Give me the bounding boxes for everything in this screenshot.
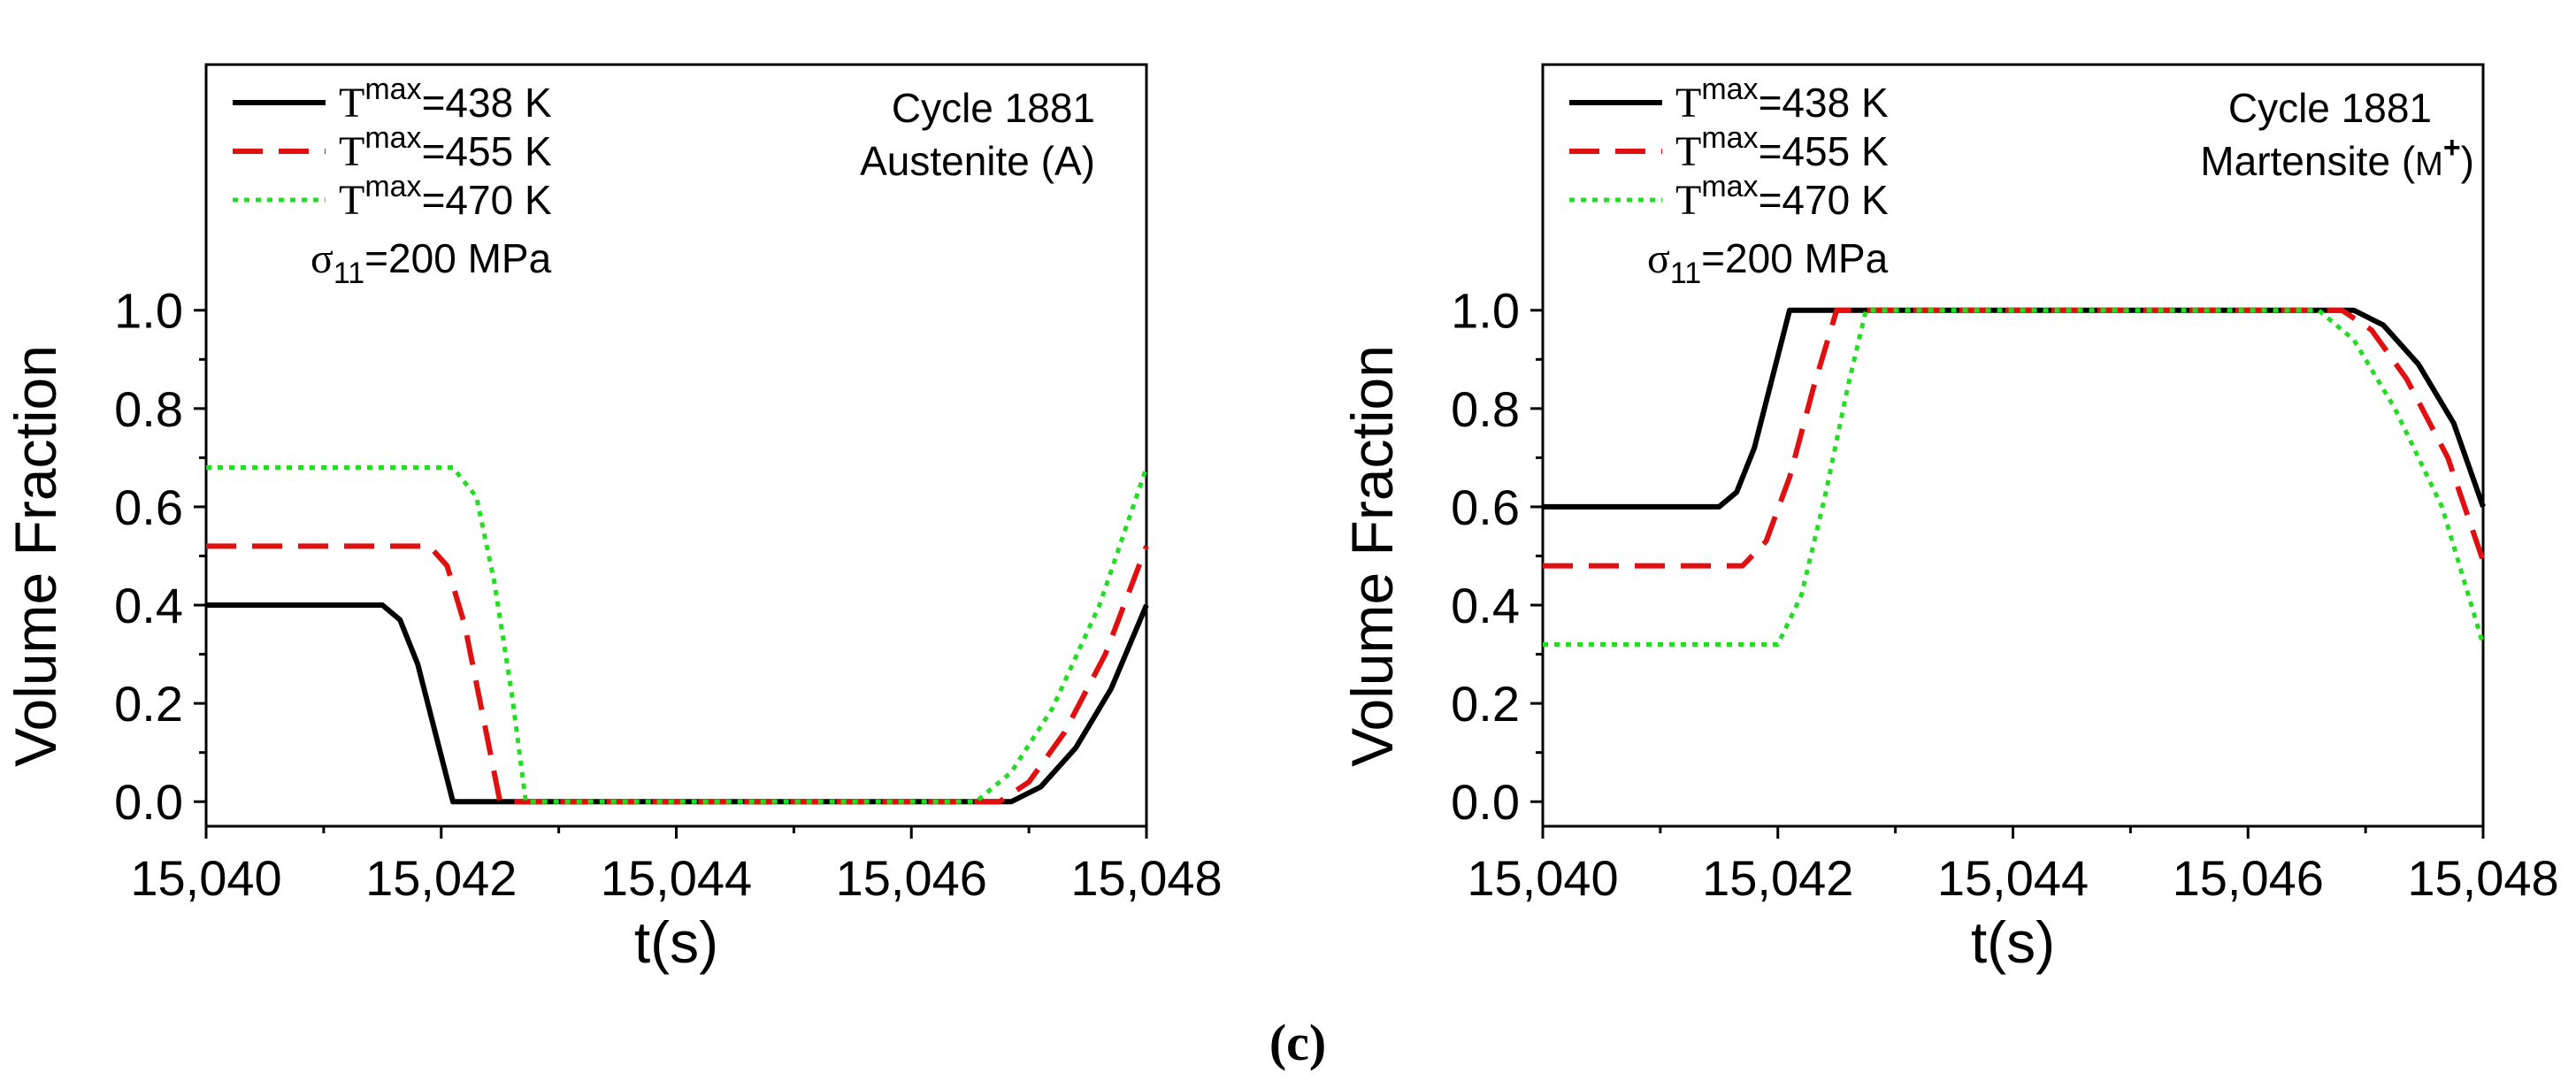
x-tick-label: 15,044 xyxy=(1937,850,2089,906)
phase-close: ) xyxy=(2461,138,2474,184)
phase-superscript: + xyxy=(2443,131,2461,165)
series-line-2 xyxy=(206,543,1149,805)
x-tick-label: 15,042 xyxy=(1702,850,1853,906)
series-line-3 xyxy=(206,465,1149,804)
legend-value: =438 K xyxy=(1759,80,1889,126)
legend-label-3: Tmax=470 K xyxy=(339,170,552,224)
legend-label-1: Tmax=438 K xyxy=(1675,73,1889,126)
x-tick-label: 15,040 xyxy=(130,850,281,906)
stress-label: σ11=200 MPa xyxy=(1647,235,1889,290)
stress-label: σ11=200 MPa xyxy=(310,235,552,290)
series-line-1 xyxy=(1543,307,2486,510)
y-tick-label: 0.8 xyxy=(114,381,183,437)
x-tick-label: 15,040 xyxy=(1467,850,1618,906)
y-tick-label: 0.4 xyxy=(114,578,183,633)
chart-panel-2: 15,040 15,042 15,044 15,046 15,048 0.0 0.2 0.4 0… xyxy=(1339,63,2559,975)
legend-value: =455 K xyxy=(1759,128,1889,174)
legend-superscript: max xyxy=(364,170,421,203)
legend-symbol: T xyxy=(1675,128,1701,175)
phase-annotation: Austenite (A) xyxy=(860,138,1095,184)
legend-label-2: Tmax=455 K xyxy=(339,121,552,175)
y-tick-label: 0.8 xyxy=(1451,381,1520,437)
y-axis-title: Volume Fraction xyxy=(1339,345,1405,767)
stress-symbol: σ xyxy=(310,235,334,282)
legend-symbol: T xyxy=(339,128,364,175)
legend-symbol: T xyxy=(339,80,364,126)
y-tick-label: 0.0 xyxy=(114,774,183,830)
stress-value: =200 MPa xyxy=(1701,235,1888,281)
x-axis-title: t(s) xyxy=(634,909,718,975)
series-line-3 xyxy=(1543,308,2486,647)
x-tick-label: 15,044 xyxy=(601,850,752,906)
x-axis-title: t(s) xyxy=(1971,909,2055,975)
phase-name: Martensite ( xyxy=(2200,138,2416,184)
series-line-1 xyxy=(206,602,1149,805)
y-tick-label: 0.2 xyxy=(114,676,183,732)
legend-label-3: Tmax=470 K xyxy=(1675,170,1889,224)
y-tick-label: 1.0 xyxy=(114,283,183,339)
y-tick-label: 0.2 xyxy=(1451,676,1520,732)
y-tick-label: 0.4 xyxy=(1451,578,1520,633)
stress-value: =200 MPa xyxy=(364,235,551,281)
chart-panels: 15,040 15,042 15,044 15,046 15,048 0.0 0.2 0.4 0… xyxy=(3,63,2559,975)
legend-label-2: Tmax=455 K xyxy=(1675,121,1889,175)
x-tick-label: 15,046 xyxy=(836,850,987,906)
cycle-annotation: Cycle 1881 xyxy=(2228,85,2432,131)
x-tick-label: 15,046 xyxy=(2173,850,2324,906)
stress-subscript: 11 xyxy=(334,257,364,290)
y-axis-title: Volume Fraction xyxy=(3,345,68,767)
x-tick-label: 15,048 xyxy=(2407,850,2558,906)
chart-panel-1: 15,040 15,042 15,044 15,046 15,048 0.0 0.2 0.4 0… xyxy=(3,63,1223,975)
stress-symbol: σ xyxy=(1647,235,1670,282)
legend-superscript: max xyxy=(1701,170,1758,203)
figure-caption: (c) xyxy=(1269,1014,1326,1071)
phase-symbol: M xyxy=(2415,146,2443,183)
legend-value: =438 K xyxy=(422,80,552,126)
legend-symbol: T xyxy=(1675,177,1701,224)
stress-subscript: 11 xyxy=(1670,257,1701,290)
series-line-2 xyxy=(1543,307,2486,569)
legend-symbol: T xyxy=(339,177,364,224)
legend-superscript: max xyxy=(1701,73,1758,106)
legend-superscript: max xyxy=(364,73,421,106)
y-tick-label: 0.6 xyxy=(114,479,183,535)
y-tick-label: 1.0 xyxy=(1451,283,1520,339)
legend-value: =470 K xyxy=(1759,177,1889,223)
legend-superscript: max xyxy=(364,121,421,155)
y-tick-label: 0.6 xyxy=(1451,479,1520,535)
legend-value: =455 K xyxy=(422,128,552,174)
legend-label-1: Tmax=438 K xyxy=(339,73,552,126)
legend-value: =470 K xyxy=(422,177,552,223)
y-tick-label: 0.0 xyxy=(1451,774,1520,830)
cycle-annotation: Cycle 1881 xyxy=(892,85,1095,131)
legend-symbol: T xyxy=(1675,80,1701,126)
legend-superscript: max xyxy=(1701,121,1758,155)
x-tick-label: 15,048 xyxy=(1070,850,1222,906)
phase-annotation: Martensite (M+) xyxy=(2200,131,2474,184)
x-tick-label: 15,042 xyxy=(365,850,517,906)
